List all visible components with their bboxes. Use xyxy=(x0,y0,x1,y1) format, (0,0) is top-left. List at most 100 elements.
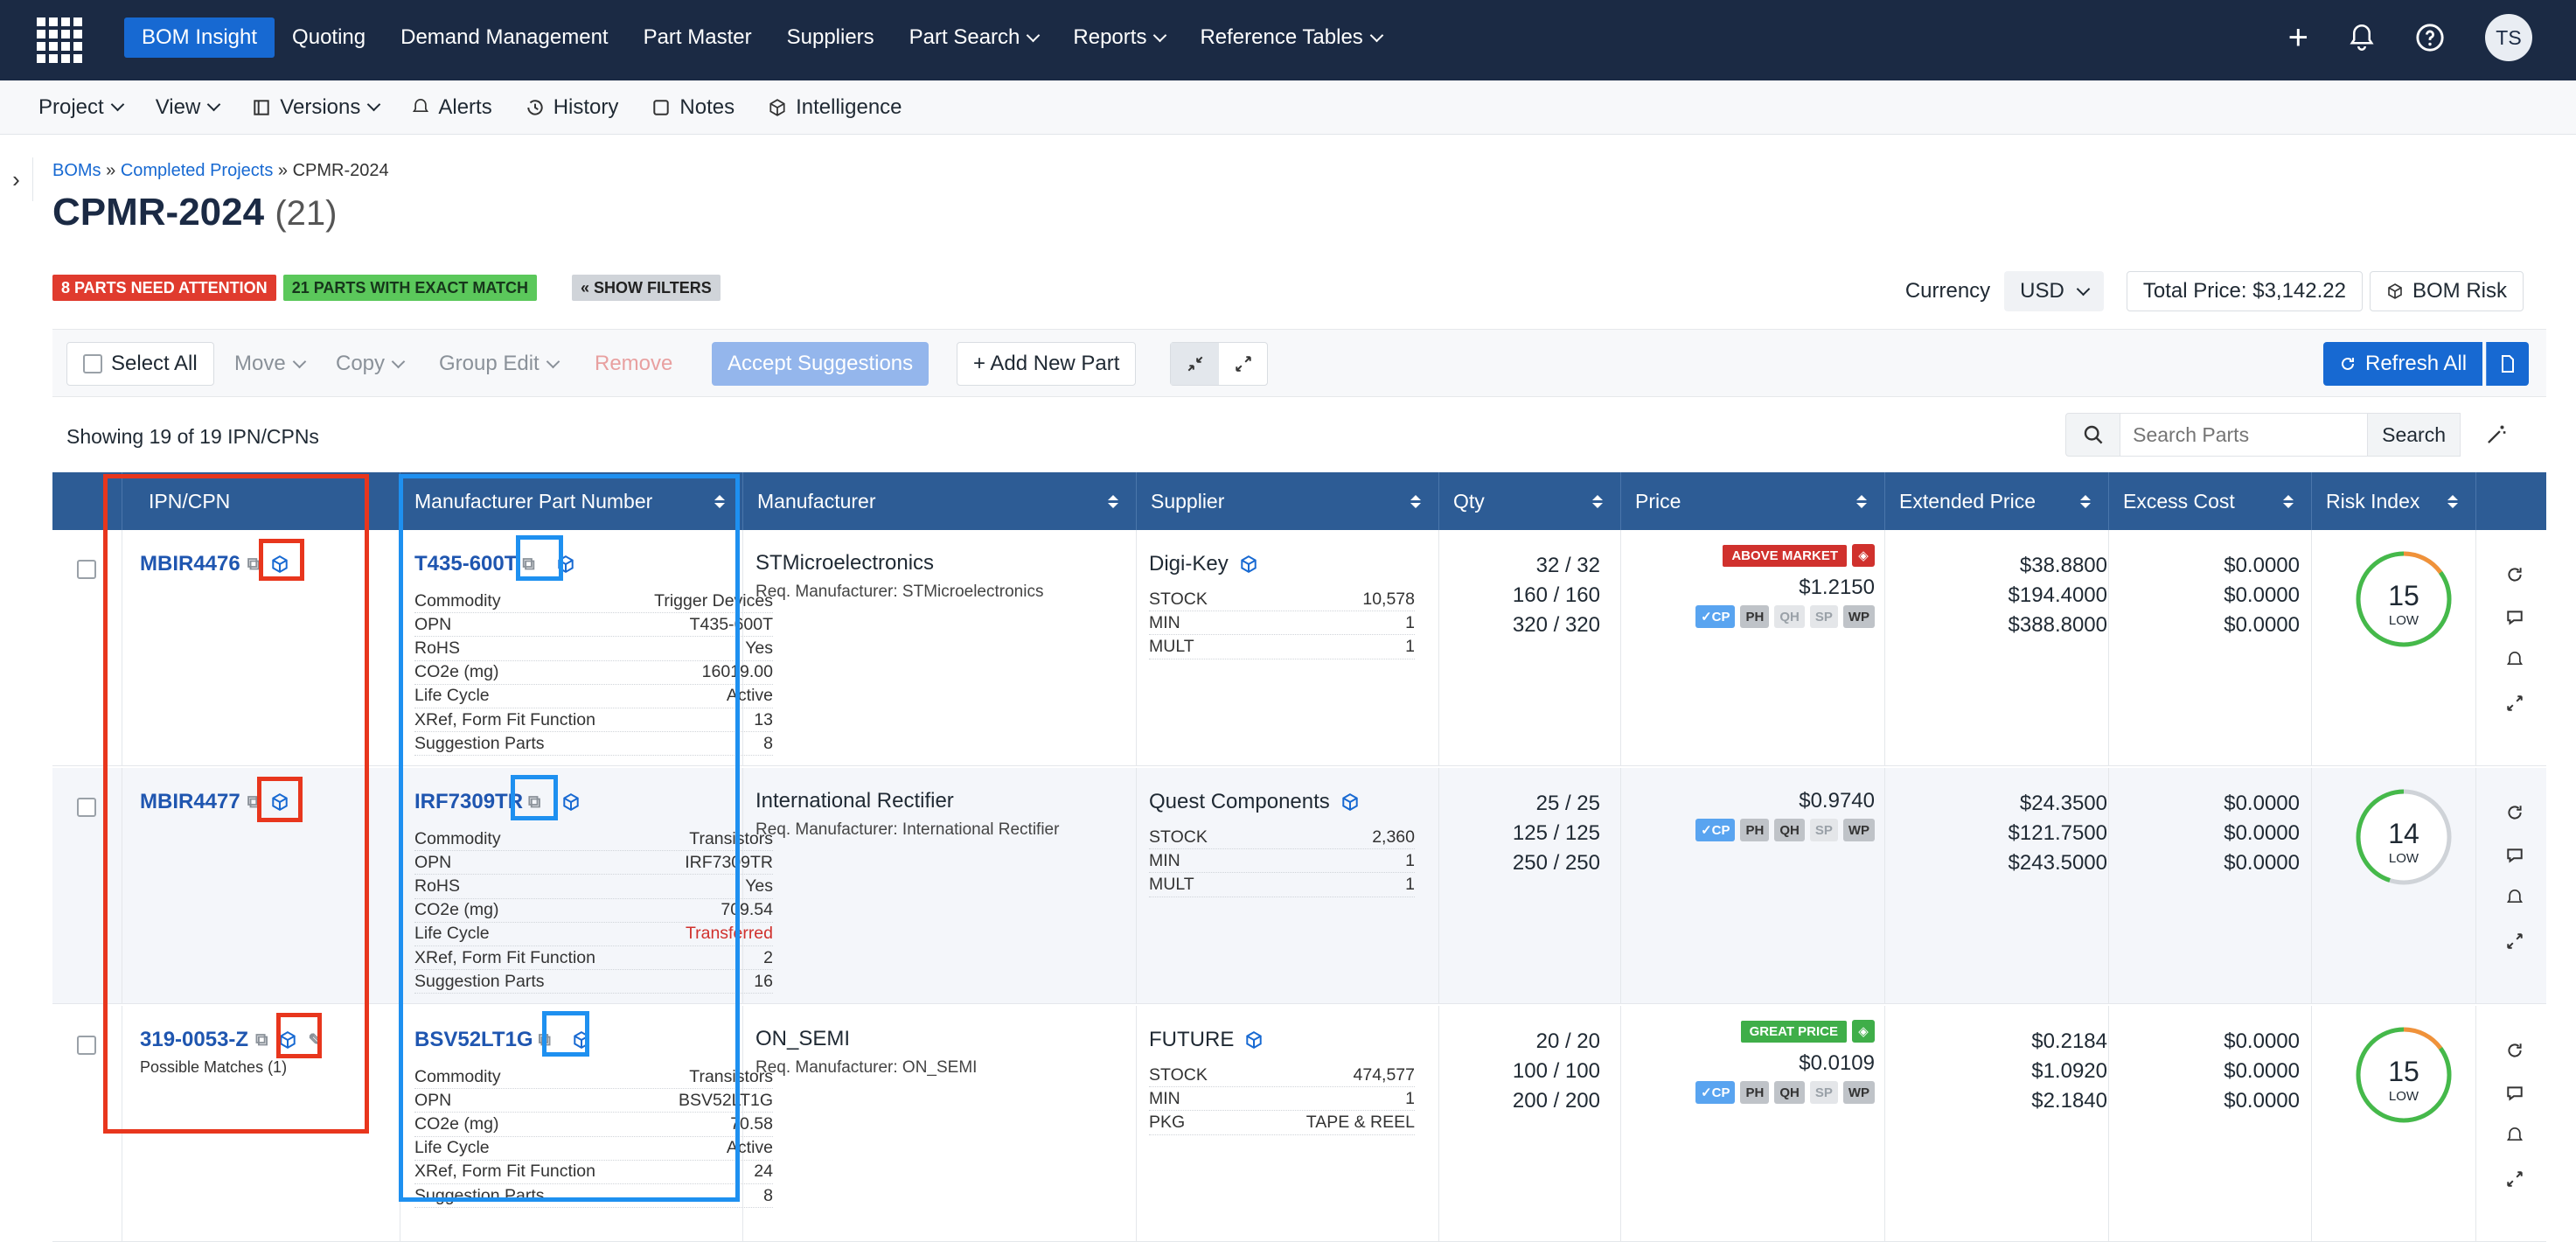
exact-match-badge[interactable]: 21 PARTS WITH EXACT MATCH xyxy=(282,275,538,301)
user-avatar[interactable]: TS xyxy=(2485,14,2532,61)
edit-icon[interactable]: ✎ xyxy=(308,1030,324,1050)
price-type-chip[interactable]: WP xyxy=(1842,1081,1875,1104)
price-type-chip[interactable]: PH xyxy=(1740,1081,1770,1104)
search-input[interactable] xyxy=(2120,413,2369,457)
price-type-chip[interactable]: SP xyxy=(1809,1081,1838,1104)
price-type-chip[interactable]: ✓CP xyxy=(1695,605,1736,628)
supplier-name[interactable]: Digi-Key xyxy=(1149,552,1229,576)
cube-icon[interactable] xyxy=(275,1027,301,1053)
search-button[interactable]: Search xyxy=(2368,413,2461,457)
expand-icon[interactable] xyxy=(1219,343,1267,385)
menu-project[interactable]: Project xyxy=(38,95,124,120)
breadcrumb-completed-projects[interactable]: Completed Projects xyxy=(120,161,274,180)
cube-icon[interactable] xyxy=(1337,789,1363,815)
header-risk-index[interactable]: Risk Index xyxy=(2312,472,2476,530)
header-manufacturer[interactable]: Manufacturer xyxy=(743,472,1137,530)
copy-menu[interactable]: Copy xyxy=(320,342,419,386)
refresh-icon[interactable] xyxy=(2505,803,2524,827)
cube-icon[interactable] xyxy=(267,551,293,577)
nav-part-master[interactable]: Part Master xyxy=(643,25,752,49)
mpn-link[interactable]: IRF7309TR xyxy=(414,790,524,813)
expand-icon[interactable] xyxy=(2505,694,2524,717)
price-type-chip[interactable]: PH xyxy=(1740,819,1770,841)
plus-icon[interactable]: + xyxy=(2287,18,2308,57)
menu-versions[interactable]: Versions xyxy=(252,95,381,120)
nav-bom-insight[interactable]: BOM Insight xyxy=(124,17,275,58)
risk-gauge[interactable]: 15 LOW xyxy=(2352,1023,2455,1127)
risk-gauge[interactable]: 14 LOW xyxy=(2352,785,2455,889)
menu-history[interactable]: History xyxy=(526,95,618,120)
breadcrumb-boms[interactable]: BOMs xyxy=(52,161,101,180)
remove-button[interactable]: Remove xyxy=(595,352,673,375)
help-icon[interactable] xyxy=(2415,23,2445,52)
header-ipn[interactable]: IPN/CPN xyxy=(122,472,400,530)
comment-icon[interactable] xyxy=(2505,1084,2524,1107)
nav-reports[interactable]: Reports xyxy=(1055,17,1182,58)
comment-icon[interactable] xyxy=(2505,608,2524,631)
risk-gauge[interactable]: 15 LOW xyxy=(2352,548,2455,651)
price-type-chip[interactable]: QH xyxy=(1774,605,1805,628)
ipn-link[interactable]: 319-0053-Z xyxy=(140,1028,249,1051)
header-price[interactable]: Price xyxy=(1621,472,1885,530)
cube-icon[interactable] xyxy=(553,551,579,577)
add-new-part-button[interactable]: + Add New Part xyxy=(957,342,1137,386)
price-type-chip[interactable]: ✓CP xyxy=(1695,1081,1736,1104)
expand-icon[interactable] xyxy=(2505,1169,2524,1193)
nav-reference-tables[interactable]: Reference Tables xyxy=(1182,17,1398,58)
header-qty[interactable]: Qty xyxy=(1439,472,1621,530)
refresh-icon[interactable] xyxy=(2505,1041,2524,1064)
magic-wand-icon[interactable] xyxy=(2469,413,2524,457)
header-supplier[interactable]: Supplier xyxy=(1137,472,1439,530)
copy-icon[interactable]: ⧉ xyxy=(255,1029,268,1050)
cube-icon[interactable] xyxy=(1236,551,1262,577)
nav-suppliers[interactable]: Suppliers xyxy=(786,25,874,49)
checkbox[interactable] xyxy=(83,354,102,373)
price-type-chip[interactable]: WP xyxy=(1842,605,1875,628)
bell-icon[interactable] xyxy=(2506,651,2524,674)
attention-badge[interactable]: 8 PARTS NEED ATTENTION xyxy=(52,275,276,301)
cube-icon[interactable] xyxy=(267,789,293,815)
row-checkbox[interactable] xyxy=(77,560,96,579)
price-type-chip[interactable]: PH xyxy=(1740,605,1770,628)
sidebar-expand-toggle[interactable]: › xyxy=(0,157,33,201)
price-type-chip[interactable]: QH xyxy=(1774,1081,1805,1104)
nav-quoting[interactable]: Quoting xyxy=(292,25,366,49)
bell-icon[interactable] xyxy=(2506,889,2524,912)
copy-icon[interactable]: ⧉ xyxy=(247,554,260,574)
menu-view[interactable]: View xyxy=(156,95,221,120)
menu-notes[interactable]: Notes xyxy=(651,95,735,120)
show-filters-button[interactable]: « SHOW FILTERS xyxy=(572,275,721,301)
app-grid-icon[interactable] xyxy=(37,17,82,63)
cube-icon[interactable] xyxy=(558,789,584,815)
group-edit-menu[interactable]: Group Edit xyxy=(423,342,574,386)
menu-intelligence[interactable]: Intelligence xyxy=(768,95,902,120)
row-checkbox[interactable] xyxy=(77,798,96,817)
cube-icon[interactable]: ◈ xyxy=(1852,544,1875,567)
refresh-icon[interactable] xyxy=(2505,565,2524,589)
menu-alerts[interactable]: Alerts xyxy=(412,95,492,120)
price-type-chip[interactable]: ✓CP xyxy=(1695,819,1736,841)
cube-icon[interactable]: ◈ xyxy=(1852,1020,1875,1043)
bell-icon[interactable] xyxy=(2349,23,2375,52)
ipn-link[interactable]: MBIR4477 xyxy=(140,790,240,813)
ipn-link[interactable]: MBIR4476 xyxy=(140,552,240,576)
copy-icon[interactable]: ⧉ xyxy=(538,1029,551,1050)
supplier-name[interactable]: Quest Components xyxy=(1149,790,1330,813)
copy-icon[interactable]: ⧉ xyxy=(522,554,535,574)
row-checkbox[interactable] xyxy=(77,1036,96,1055)
copy-icon[interactable]: ⧉ xyxy=(528,792,541,812)
header-extended-price[interactable]: Extended Price xyxy=(1885,472,2109,530)
header-excess-cost[interactable]: Excess Cost xyxy=(2109,472,2312,530)
nav-demand-management[interactable]: Demand Management xyxy=(400,25,609,49)
refresh-all-button[interactable]: Refresh All xyxy=(2323,342,2483,386)
select-all-checkbox[interactable]: Select All xyxy=(66,342,214,386)
supplier-name[interactable]: FUTURE xyxy=(1149,1028,1235,1051)
move-menu[interactable]: Move xyxy=(219,342,320,386)
price-type-chip[interactable]: QH xyxy=(1774,819,1805,841)
copy-icon[interactable]: ⧉ xyxy=(247,792,260,812)
cube-icon[interactable] xyxy=(568,1027,595,1053)
bom-risk-button[interactable]: BOM Risk xyxy=(2370,271,2524,311)
price-type-chip[interactable]: SP xyxy=(1809,819,1838,841)
header-mpn[interactable]: Manufacturer Part Number xyxy=(400,472,743,530)
mpn-link[interactable]: BSV52LT1G xyxy=(414,1028,533,1051)
